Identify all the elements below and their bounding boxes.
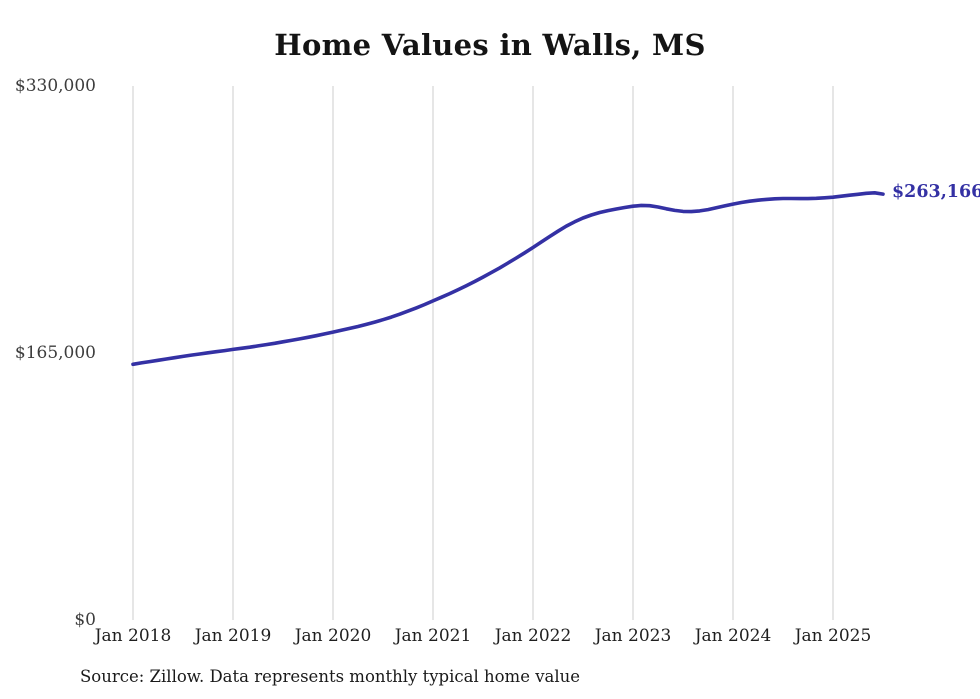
gridlines [132, 86, 834, 620]
y-tick-label: $0 [74, 610, 96, 630]
y-tick-label: $330,000 [14, 76, 96, 96]
x-tick-label: Jan 2024 [694, 626, 772, 646]
x-tick-label: Jan 2018 [94, 626, 172, 646]
latest-value-label: $263,166 [892, 182, 980, 203]
home-value-series-line [131, 191, 885, 367]
x-tick-label: Jan 2021 [394, 626, 472, 646]
x-tick-label: Jan 2023 [594, 626, 672, 646]
x-tick-label: Jan 2019 [194, 626, 272, 646]
y-tick-label: $165,000 [14, 343, 96, 363]
x-tick-label: Jan 2020 [294, 626, 372, 646]
source-note: Source: Zillow. Data represents monthly … [80, 667, 581, 686]
x-tick-label: Jan 2022 [494, 626, 572, 646]
x-tick-label: Jan 2025 [794, 626, 872, 646]
chart-title: Home Values in Walls, MS [274, 28, 706, 62]
